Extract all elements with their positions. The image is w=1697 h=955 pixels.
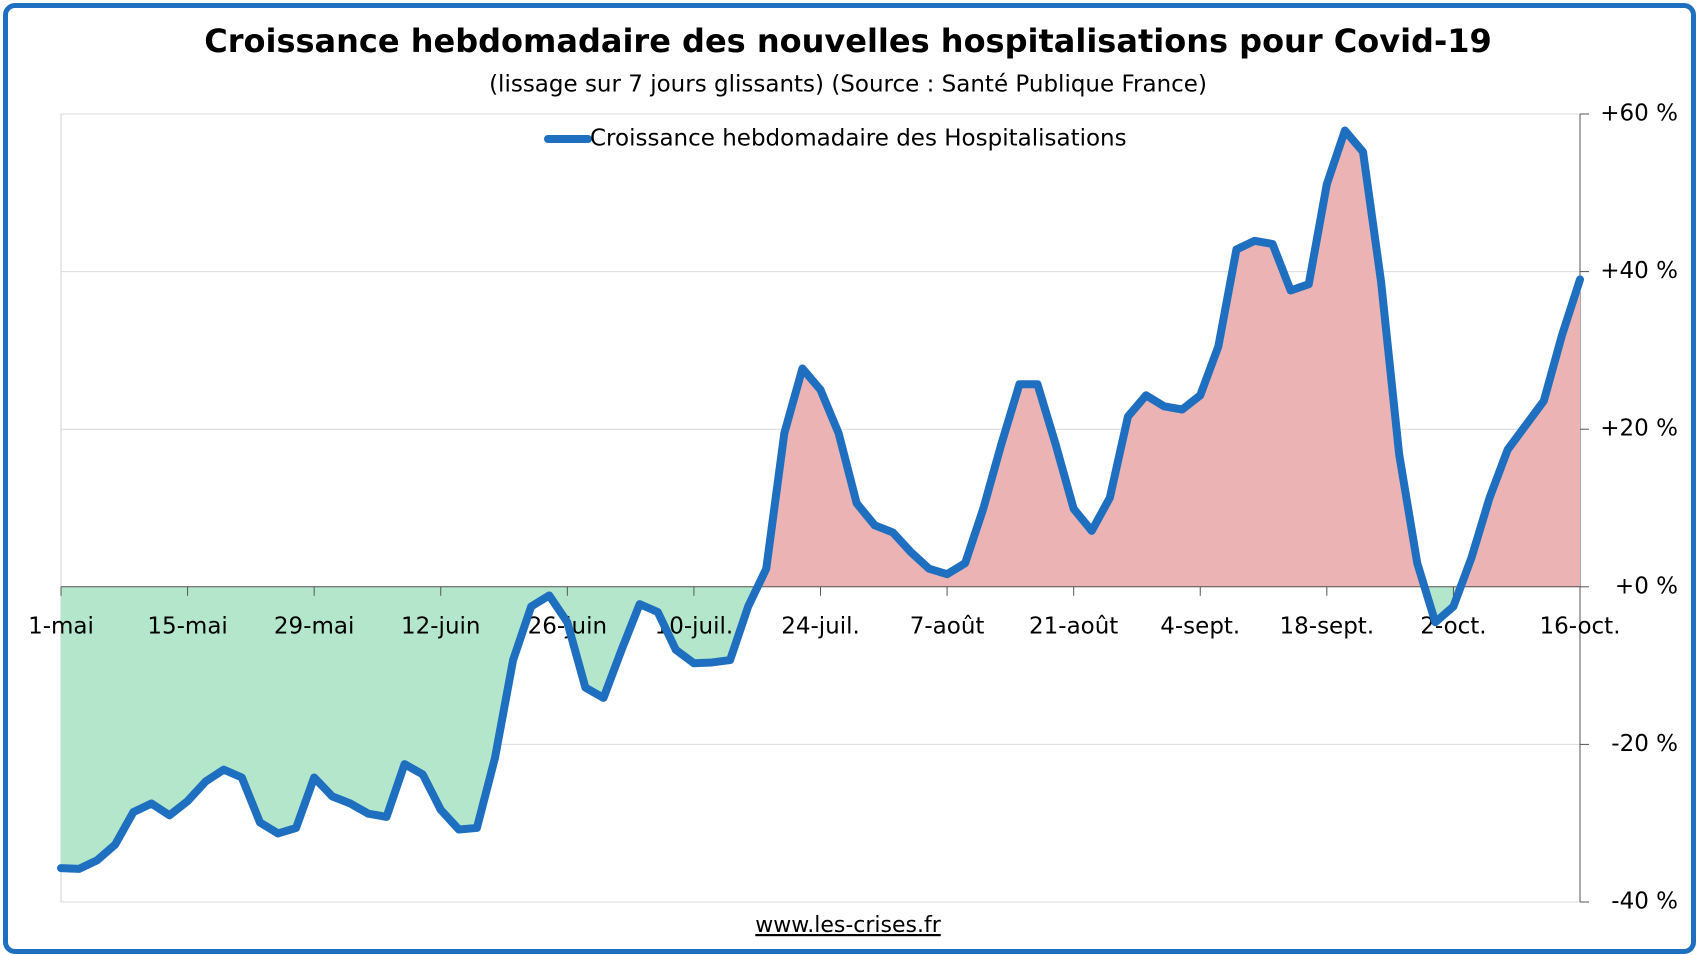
y-tick-label: +60 % — [1600, 101, 1678, 127]
x-tick-label: 4-sept. — [1160, 613, 1240, 639]
x-tick-label: 12-juin — [401, 613, 481, 639]
y-tick-label: +0 % — [1615, 573, 1678, 599]
x-tick-label: 18-sept. — [1280, 613, 1375, 639]
y-tick-label: +20 % — [1600, 416, 1678, 442]
x-tick-label: 21-août — [1029, 613, 1118, 639]
area-negative — [61, 586, 1580, 869]
y-tick-label: -40 % — [1611, 889, 1678, 915]
frame — [3, 3, 1696, 954]
chart-subtitle: (lissage sur 7 jours glissants) (Source … — [489, 72, 1207, 98]
x-tick-label: 16-oct. — [1539, 613, 1620, 639]
series-line — [57, 126, 1584, 873]
x-tick-label: 7-août — [910, 613, 985, 639]
footer[interactable]: www.les-crises.fr — [755, 913, 941, 938]
chart-title: Croissance hebdomadaire des nouvelles ho… — [204, 22, 1492, 60]
x-tick-label: 29-mai — [274, 613, 354, 639]
legend-label: Croissance hebdomadaire des Hospitalisat… — [590, 126, 1127, 152]
y-tick-label: -20 % — [1611, 731, 1678, 757]
x-tick-label: 1-mai — [28, 613, 94, 639]
footer-link[interactable]: www.les-crises.fr — [755, 913, 941, 938]
x-tick-label: 15-mai — [147, 613, 227, 639]
x-tick-label: 24-juil. — [781, 613, 860, 639]
y-tick-label: +40 % — [1600, 258, 1678, 284]
